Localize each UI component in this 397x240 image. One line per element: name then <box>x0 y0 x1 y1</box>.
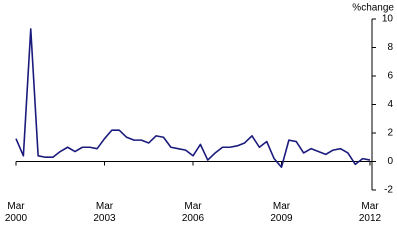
x-tick-label: Mar 2000 <box>4 201 28 224</box>
y-axis-label: %change <box>352 3 394 14</box>
y-tick-label: 10 <box>382 14 394 25</box>
y-tick-label: 2 <box>387 128 393 139</box>
y-tick-label: 0 <box>387 156 393 167</box>
plot: %change -2 0 2 4 6 8 10 <box>15 3 394 196</box>
x-tick-label: Mar 2012 <box>358 201 382 224</box>
x-tick-label: Mar 2006 <box>181 201 205 224</box>
y-tick-label: 6 <box>387 71 393 82</box>
data-line <box>15 28 371 168</box>
x-tick-label: Mar 2003 <box>93 201 116 224</box>
chart: %change -2 0 2 4 6 8 10 Mar 2000 Mar 2003 Mar 20… <box>4 2 395 224</box>
y-tick-label: 4 <box>387 99 393 110</box>
y-tick-label: 8 <box>387 42 393 53</box>
x-tick-label: Mar 2009 <box>270 201 293 224</box>
y-tick-label: -2 <box>384 185 393 196</box>
